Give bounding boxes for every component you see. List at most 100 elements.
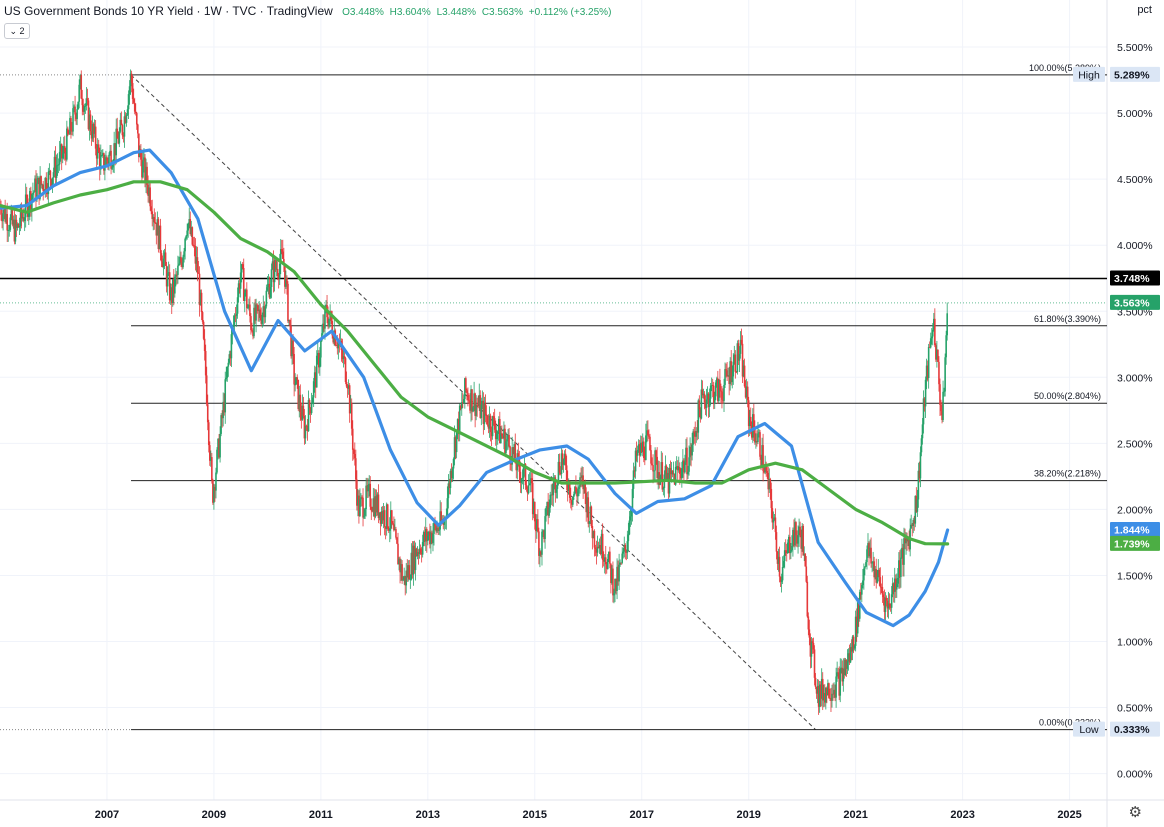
candle-body: [696, 430, 699, 433]
candle-body: [355, 458, 357, 480]
candle-body: [308, 400, 311, 408]
candle-body: [767, 472, 770, 490]
candle-body: [105, 157, 107, 167]
candle-body: [904, 538, 906, 544]
x-tick-label: 2017: [629, 809, 653, 821]
candle-body: [2, 213, 4, 222]
candle-body: [589, 506, 592, 522]
candle-body: [57, 164, 60, 166]
candle-body: [884, 597, 887, 612]
candle-body: [652, 465, 654, 472]
candle-body: [602, 559, 605, 562]
candle-body: [213, 486, 215, 503]
x-tick-label: 2011: [309, 809, 333, 821]
candle-body: [133, 102, 136, 112]
candle-body: [872, 561, 874, 563]
candle-body: [723, 384, 725, 401]
candle-body: [524, 464, 527, 486]
candle-body: [919, 452, 922, 479]
candle-body: [574, 486, 576, 495]
axis-unit-label: pct: [1137, 4, 1152, 16]
symbol-title[interactable]: US Government Bonds 10 YR Yield · 1W · T…: [4, 4, 333, 18]
candle-body: [713, 396, 716, 404]
candle-body: [592, 531, 595, 539]
candle-body: [600, 533, 603, 554]
candle-body: [95, 148, 98, 159]
candle-body: [479, 395, 482, 418]
candle-body: [394, 529, 396, 531]
candle-body: [681, 468, 683, 479]
price-label-box: [1110, 535, 1160, 551]
candle-body: [369, 483, 372, 507]
candle-body: [768, 479, 771, 490]
candle-body: [746, 386, 749, 401]
price-label-box: [1110, 294, 1160, 310]
candle-body: [603, 557, 606, 562]
x-tick-label: 2007: [95, 809, 119, 821]
candle-body: [382, 510, 385, 521]
candle-body: [678, 467, 681, 474]
candle-body: [435, 525, 437, 532]
candle-body: [7, 230, 10, 231]
candle-body: [735, 371, 738, 373]
candle-body: [188, 219, 191, 224]
candle-body: [508, 434, 510, 447]
indicators-toggle-button[interactable]: ⌄ 2: [4, 23, 30, 39]
candle-body: [557, 461, 560, 483]
candle-body: [417, 552, 420, 554]
candle-body: [749, 416, 752, 425]
candle-body: [580, 477, 582, 479]
candle-body: [214, 486, 216, 491]
candle-body: [915, 495, 918, 512]
fib-level-label: 50.00%(2.804%): [1034, 391, 1101, 401]
candle-body: [800, 535, 802, 549]
candle-body: [94, 126, 97, 149]
candle-body: [296, 377, 299, 380]
candle-body: [341, 350, 344, 360]
candle-body: [796, 535, 798, 544]
candle-body: [246, 289, 248, 309]
candle-body: [890, 594, 893, 608]
candle-body: [362, 497, 364, 518]
candle-body: [204, 351, 207, 376]
candle-body: [396, 537, 398, 544]
candle-body: [769, 479, 772, 489]
candle-body: [230, 334, 233, 359]
candle-body: [478, 395, 481, 407]
candle-body: [171, 278, 174, 304]
candle-body: [776, 551, 779, 564]
candle-body: [682, 460, 684, 469]
candle-body: [319, 357, 321, 368]
candle-body: [262, 306, 265, 315]
candle-body: [711, 385, 714, 387]
candle-body: [473, 393, 475, 408]
candle-body: [569, 497, 572, 501]
candle-body: [526, 489, 529, 494]
candle-body: [916, 499, 919, 512]
candle-body: [490, 431, 493, 437]
candle-body: [700, 389, 703, 419]
candle-body: [402, 579, 404, 581]
candle-body: [91, 123, 94, 139]
candle-body: [500, 433, 502, 444]
candle-body: [630, 509, 633, 517]
candle-body: [885, 597, 888, 601]
candle-body: [212, 480, 214, 503]
candle-body: [943, 391, 945, 393]
candle-body: [62, 146, 65, 154]
candle-body: [902, 547, 904, 565]
candle-body: [41, 184, 43, 186]
candle-body: [611, 568, 613, 584]
settings-gear-icon[interactable]: ⚙: [1128, 804, 1142, 821]
candle-body: [504, 428, 506, 454]
candle-body: [546, 502, 548, 508]
candle-body: [169, 287, 172, 301]
candle-body: [193, 245, 196, 247]
candle-body: [505, 441, 507, 454]
candle-body: [811, 641, 814, 643]
candle-body: [862, 580, 864, 586]
price-label-text: 1.844%: [1114, 524, 1150, 536]
candle-body: [395, 529, 397, 538]
candle-body: [9, 217, 12, 230]
